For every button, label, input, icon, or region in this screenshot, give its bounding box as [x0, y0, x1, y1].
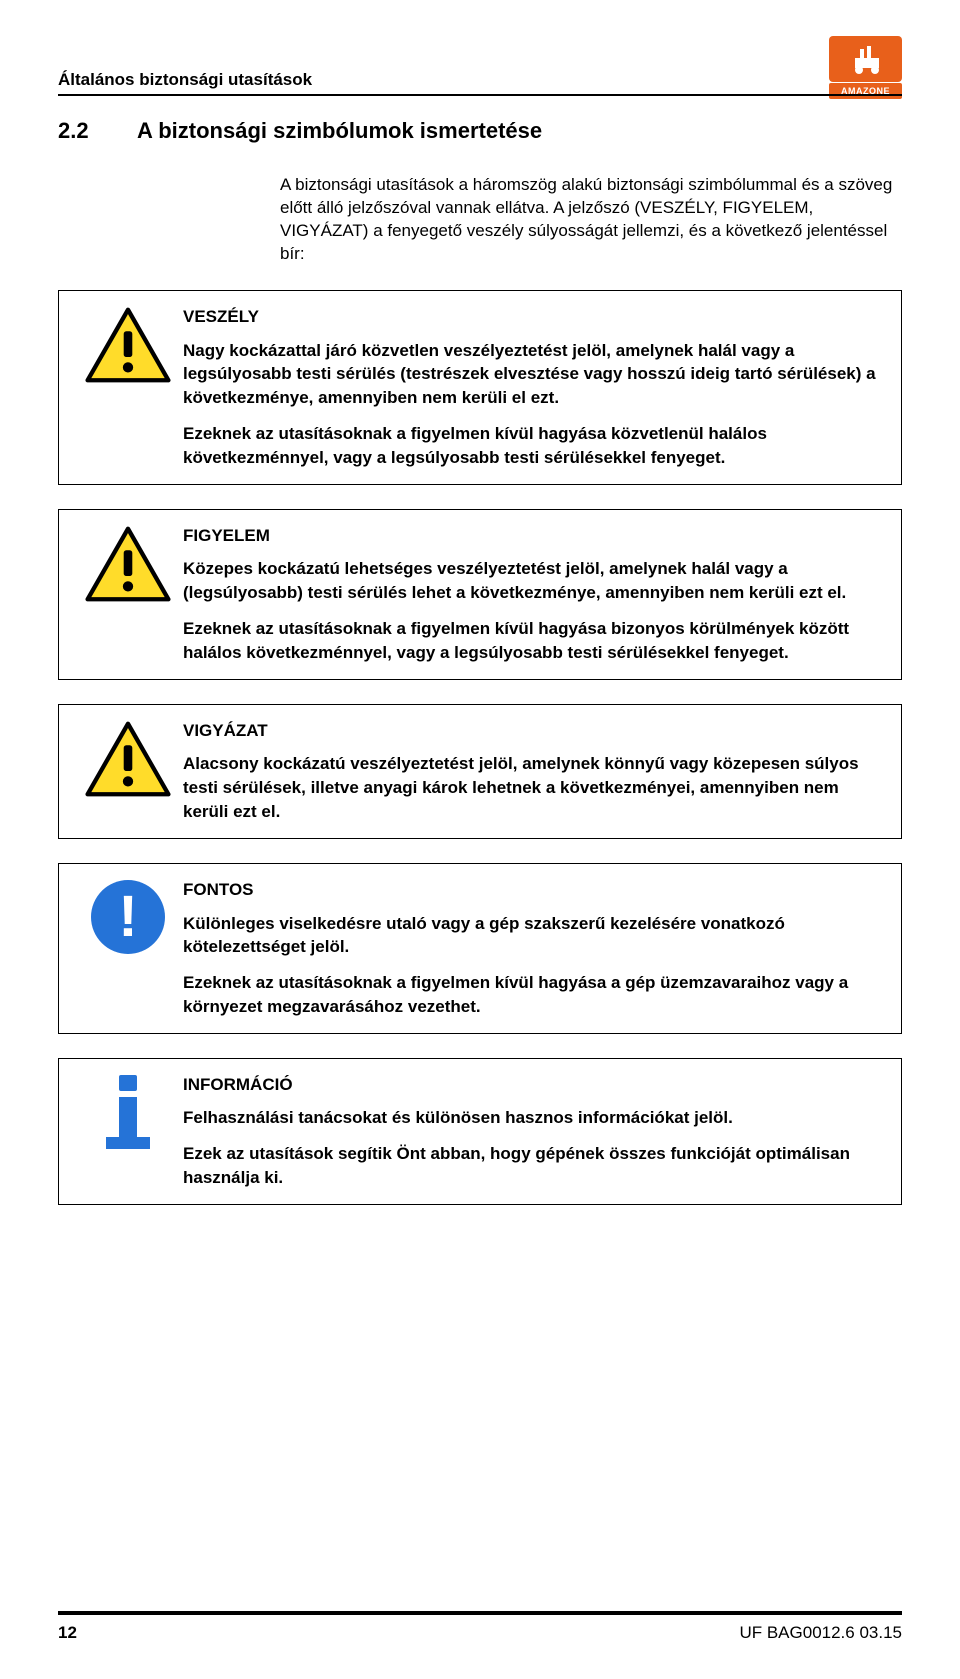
box-title: VIGYÁZAT	[183, 719, 887, 743]
safety-box: VIGYÁZAT Alacsony kockázatú veszélyezteté…	[58, 704, 902, 839]
box-icon-warning	[73, 719, 183, 797]
box-paragraph: Ezeknek az utasításoknak a figyelmen kív…	[183, 617, 887, 665]
box-body: FONTOS Különleges viselkedésre utaló vagy…	[183, 878, 887, 1019]
footer-rule	[58, 1611, 902, 1615]
intro-text: A biztonsági utasítások a háromszög alak…	[280, 174, 902, 266]
box-paragraph: Ezek az utasítások segítik Önt abban, ho…	[183, 1142, 887, 1190]
box-paragraph: Felhasználási tanácsokat és különösen ha…	[183, 1106, 887, 1130]
doc-reference: UF BAG0012.6 03.15	[739, 1623, 902, 1643]
safety-box: ! FONTOS Különleges viselkedésre utaló vag…	[58, 863, 902, 1034]
safety-box: FIGYELEM Közepes kockázatú lehetséges ves…	[58, 509, 902, 680]
box-body: VESZÉLY Nagy kockázattal járó közvetlen v…	[183, 305, 887, 470]
box-paragraph: Ezeknek az utasításoknak a figyelmen kív…	[183, 422, 887, 470]
box-icon-warning	[73, 305, 183, 383]
section-title: A biztonsági szimbólumok ismertetése	[137, 118, 542, 144]
box-paragraph: Nagy kockázattal járó közvetlen veszélye…	[183, 339, 887, 410]
intro-paragraph: A biztonsági utasítások a háromszög alak…	[280, 174, 902, 266]
box-title: FONTOS	[183, 878, 887, 902]
page-number: 12	[58, 1623, 77, 1643]
header-rule	[58, 94, 902, 96]
box-body: VIGYÁZAT Alacsony kockázatú veszélyezteté…	[183, 719, 887, 824]
warning-triangle-icon	[85, 721, 171, 797]
box-body: INFORMÁCIÓ Felhasználási tanácsokat és kü…	[183, 1073, 887, 1190]
brand-logo: AMAZONE	[829, 36, 902, 100]
box-body: FIGYELEM Közepes kockázatú lehetséges ves…	[183, 524, 887, 665]
document-page: Általános biztonsági utasítások AMAZONE …	[0, 0, 960, 1679]
box-title: VESZÉLY	[183, 305, 887, 329]
box-paragraph: Ezeknek az utasításoknak a figyelmen kív…	[183, 971, 887, 1019]
box-paragraph: Különleges viselkedésre utaló vagy a gép…	[183, 912, 887, 960]
logo-icon	[829, 36, 902, 82]
box-icon-warning	[73, 524, 183, 602]
page-header: Általános biztonsági utasítások	[58, 70, 312, 90]
section-heading: 2.2 A biztonsági szimbólumok ismertetése	[58, 118, 902, 144]
content-area: 2.2 A biztonsági szimbólumok ismertetése…	[58, 118, 902, 1205]
section-number: 2.2	[58, 118, 89, 144]
warning-triangle-icon	[85, 526, 171, 602]
box-paragraph: Alacsony kockázatú veszélyeztetést jelöl…	[183, 752, 887, 823]
box-title: INFORMÁCIÓ	[183, 1073, 887, 1097]
box-paragraph: Közepes kockázatú lehetséges veszélyezte…	[183, 557, 887, 605]
safety-box: VESZÉLY Nagy kockázattal járó közvetlen v…	[58, 290, 902, 485]
info-icon	[106, 1075, 150, 1149]
safety-box: INFORMÁCIÓ Felhasználási tanácsokat és kü…	[58, 1058, 902, 1205]
box-icon-important: !	[73, 878, 183, 954]
important-icon: !	[91, 880, 165, 954]
logo-brand-text: AMAZONE	[829, 83, 902, 99]
box-title: FIGYELEM	[183, 524, 887, 548]
box-icon-info	[73, 1073, 183, 1149]
warning-triangle-icon	[85, 307, 171, 383]
